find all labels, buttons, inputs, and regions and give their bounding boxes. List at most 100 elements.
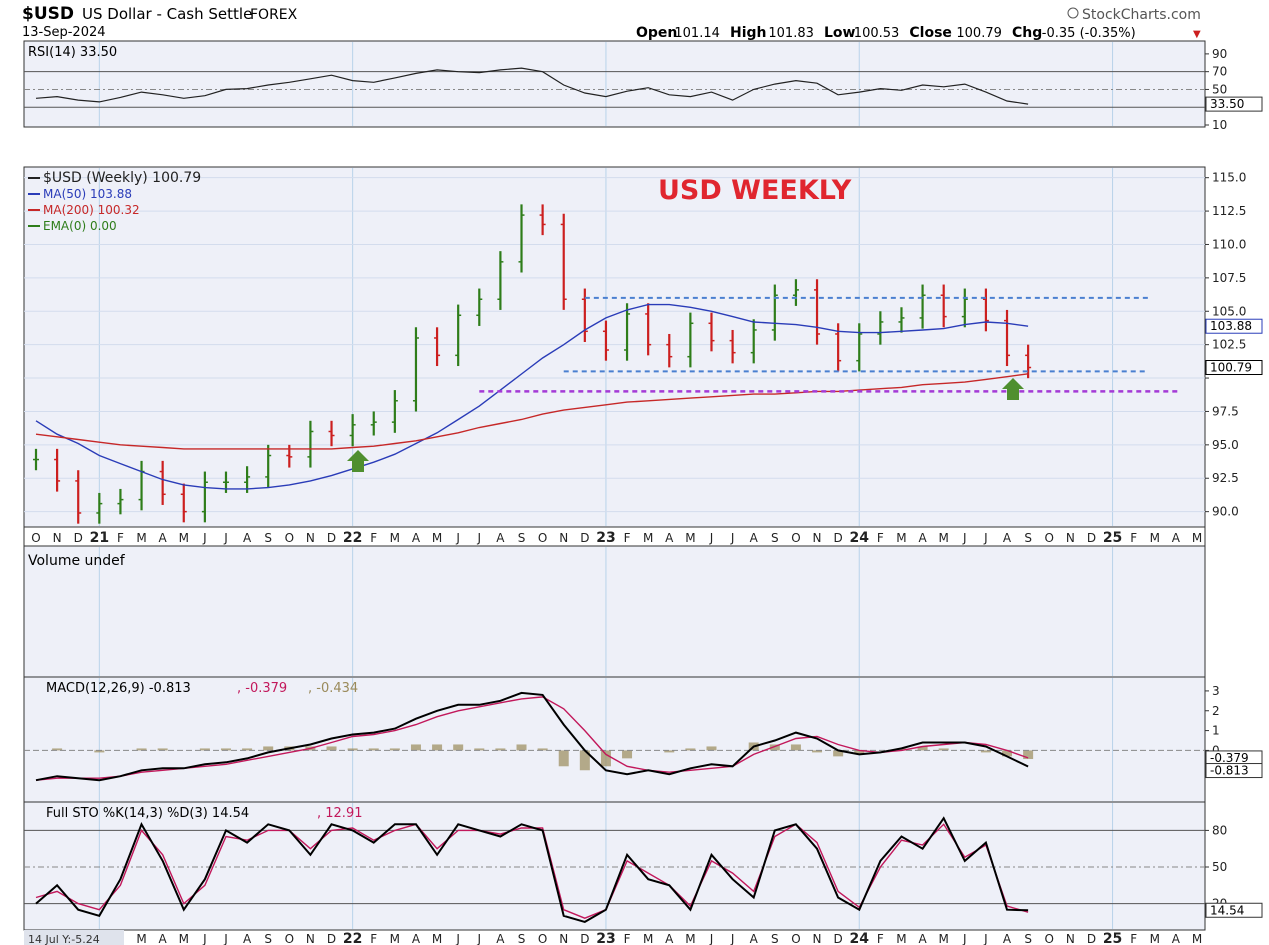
x-tick-label: D [834,531,843,545]
x-tick-label: A [1172,531,1181,545]
price-last-value: 100.79 [1210,361,1252,375]
x-tick-label: M [390,531,400,545]
rsi-tick-label: 50 [1212,82,1227,96]
bottom-x-tick-label: O [538,932,547,945]
x-tick-label: J [477,531,482,545]
x-tick-label: M [896,531,906,545]
macd-tick-label: 1 [1212,724,1220,738]
bottom-x-tick-label: J [223,932,228,945]
macd-signal-last: -0.379 [1210,751,1249,765]
bottom-x-tick-label: J [477,932,482,945]
bottom-x-tick-label: 23 [596,931,615,945]
price-tick-label: 97.5 [1212,404,1239,418]
bottom-x-tick-label: A [918,932,927,945]
legend-label: $USD (Weekly) 100.79 [43,170,201,186]
bottom-x-tick-label: A [496,932,505,945]
macd-tick-label: 2 [1212,704,1220,718]
bottom-x-tick-label: M [643,932,653,945]
x-tick-label: M [685,531,695,545]
x-tick-label: A [750,531,759,545]
x-tick-label: M [1192,531,1202,545]
legend-label: EMA(0) 0.00 [43,219,117,233]
chart-panels: O N D 21 F M A M J J A S O N D 22 F M A M J J A S O N D 23 F M A M J J A S O… [23,40,1206,945]
macd-histogram-bar [136,748,147,751]
macd-last-box [1205,763,1263,779]
ohlc-label-low: Low [824,25,856,41]
macd-histogram-bar [600,750,611,767]
rsi-tick-label: 90 [1212,47,1227,61]
bottom-x-tick-label: M [136,932,146,945]
x-tick-label: F [370,531,377,545]
x-tick-label: M [432,531,442,545]
x-tick-label: A [159,531,168,545]
macd-histogram-bar [622,750,633,759]
bottom-x-tick-label: 24 [850,931,870,945]
macd-tick-label: 3 [1212,684,1220,698]
price-panel [23,166,1206,528]
chart-marks: 9070503010RSI(14) 33.5033.50115.0112.511… [24,45,1263,923]
ohlc-value-open: 101.14 [674,26,720,41]
macd-histogram-bar [664,750,675,753]
rsi-tick-label: 10 [1212,118,1227,132]
x-tick-label: J [455,531,460,545]
x-tick-label: S [771,531,779,545]
bottom-x-tick-label: S [264,932,272,945]
x-tick-label: N [1066,531,1075,545]
x-tick-label: D [74,531,83,545]
macd-histogram-bar [410,744,421,751]
bottom-x-tick-label: 25 [1103,931,1122,945]
macd-histogram-bar [854,750,865,755]
x-axis-band [23,526,1206,547]
bottom-x-tick-label: M [432,932,442,945]
bottom-x-tick-label: F [624,932,631,945]
bottom-x-tick-label: F [1130,932,1137,945]
chart-date: 13-Sep-2024 [22,25,106,40]
x-tick-label: N [306,531,315,545]
ma50-line [35,303,1029,490]
macd-histogram-bar [432,744,443,751]
bottom-x-tick-label: A [665,932,674,945]
rsi-last-value-box [1205,96,1263,112]
x-tick-label: M [643,531,653,545]
ohlc-label-open: Open [636,25,677,41]
x-tick-label: F [624,531,631,545]
x-tick-label: J [730,531,735,545]
chart-symbol: $USD [22,4,74,24]
chart-name: US Dollar - Cash Settle [82,5,252,23]
sto-tick-label: 50 [1212,860,1227,874]
x-tick-label: 21 [90,530,109,546]
x-tick-label: N [813,531,822,545]
x-tick-label: S [1024,531,1032,545]
sto-d-label: , 12.91 [317,806,362,821]
range-label-box [24,930,124,945]
arrow-up-icon [347,450,369,472]
bottom-x-tick-label: J [455,932,460,945]
macd-histogram-bar [769,744,780,751]
macd-histogram-bar [812,750,823,753]
macd-line [35,691,1029,782]
x-tick-label: M [1150,531,1160,545]
price-tick-label: 107.5 [1212,271,1246,285]
macd-histogram-bar [326,746,337,751]
bottom-x-tick-label: M [390,932,400,945]
macd-histogram-bar [558,750,569,767]
sto-panel [23,801,1206,931]
macd-histogram-bar [52,748,63,751]
x-tick-label: D [1087,531,1096,545]
macd-histogram-bar [94,750,105,753]
ohlc-label-close: Close [909,25,952,41]
macd-histogram-bar [1023,750,1034,760]
bottom-x-tick-label: O [1045,932,1054,945]
macd-tick-label: 0 [1212,743,1220,757]
macd-histogram-bar [980,750,991,753]
macd-signal-line [35,696,1029,781]
macd-histogram-bar [516,744,527,751]
price-tick-label: 110.0 [1212,237,1246,251]
x-tick-label: F [877,531,884,545]
bottom-x-tick-label: A [159,932,168,945]
x-tick-label: O [791,531,800,545]
macd-histogram-bar [1002,750,1013,757]
x-tick-label: 24 [850,530,870,546]
macd-histogram-bar [453,744,464,751]
x-tick-label: A [665,531,674,545]
